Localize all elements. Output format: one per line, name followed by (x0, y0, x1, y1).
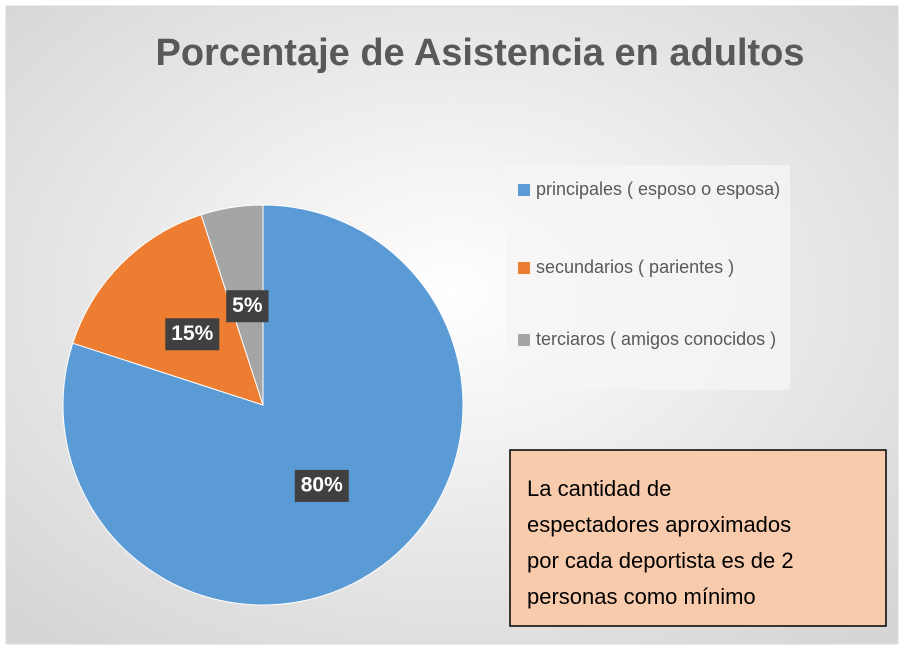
legend-line: terciaros ( amigos conocidos ) (536, 329, 776, 349)
data-label-box (294, 469, 349, 502)
legend-swatch (518, 184, 530, 196)
chart-title: Porcentaje de Asistencia en adultos (155, 32, 804, 74)
annotation-text: La cantidad de (527, 476, 671, 501)
data-label: 15% (171, 322, 213, 345)
data-label: 5% (232, 294, 263, 317)
annotation-box (509, 449, 887, 627)
legend-label: principales ( esposo o esposa) (536, 179, 780, 199)
annotation-text: personas como mínimo (527, 584, 756, 609)
legend-line: principales ( esposo o esposa) (536, 179, 780, 199)
legend-swatch (518, 334, 530, 346)
annotation-text: por cada deportista es de 2 (527, 548, 794, 573)
legend-line: secundarios ( parientes ) (536, 257, 734, 277)
legend-label: terciaros ( amigos conocidos ) (536, 329, 776, 349)
legend-label: secundarios ( parientes ) (536, 257, 734, 277)
data-label: 80% (301, 473, 343, 496)
legend-box (506, 165, 790, 390)
pie-slice (72, 214, 264, 406)
data-label-box (165, 318, 220, 351)
data-label-box (226, 290, 269, 323)
legend-swatch (518, 262, 530, 274)
annotation-text: espectadores aproximados (527, 512, 791, 537)
